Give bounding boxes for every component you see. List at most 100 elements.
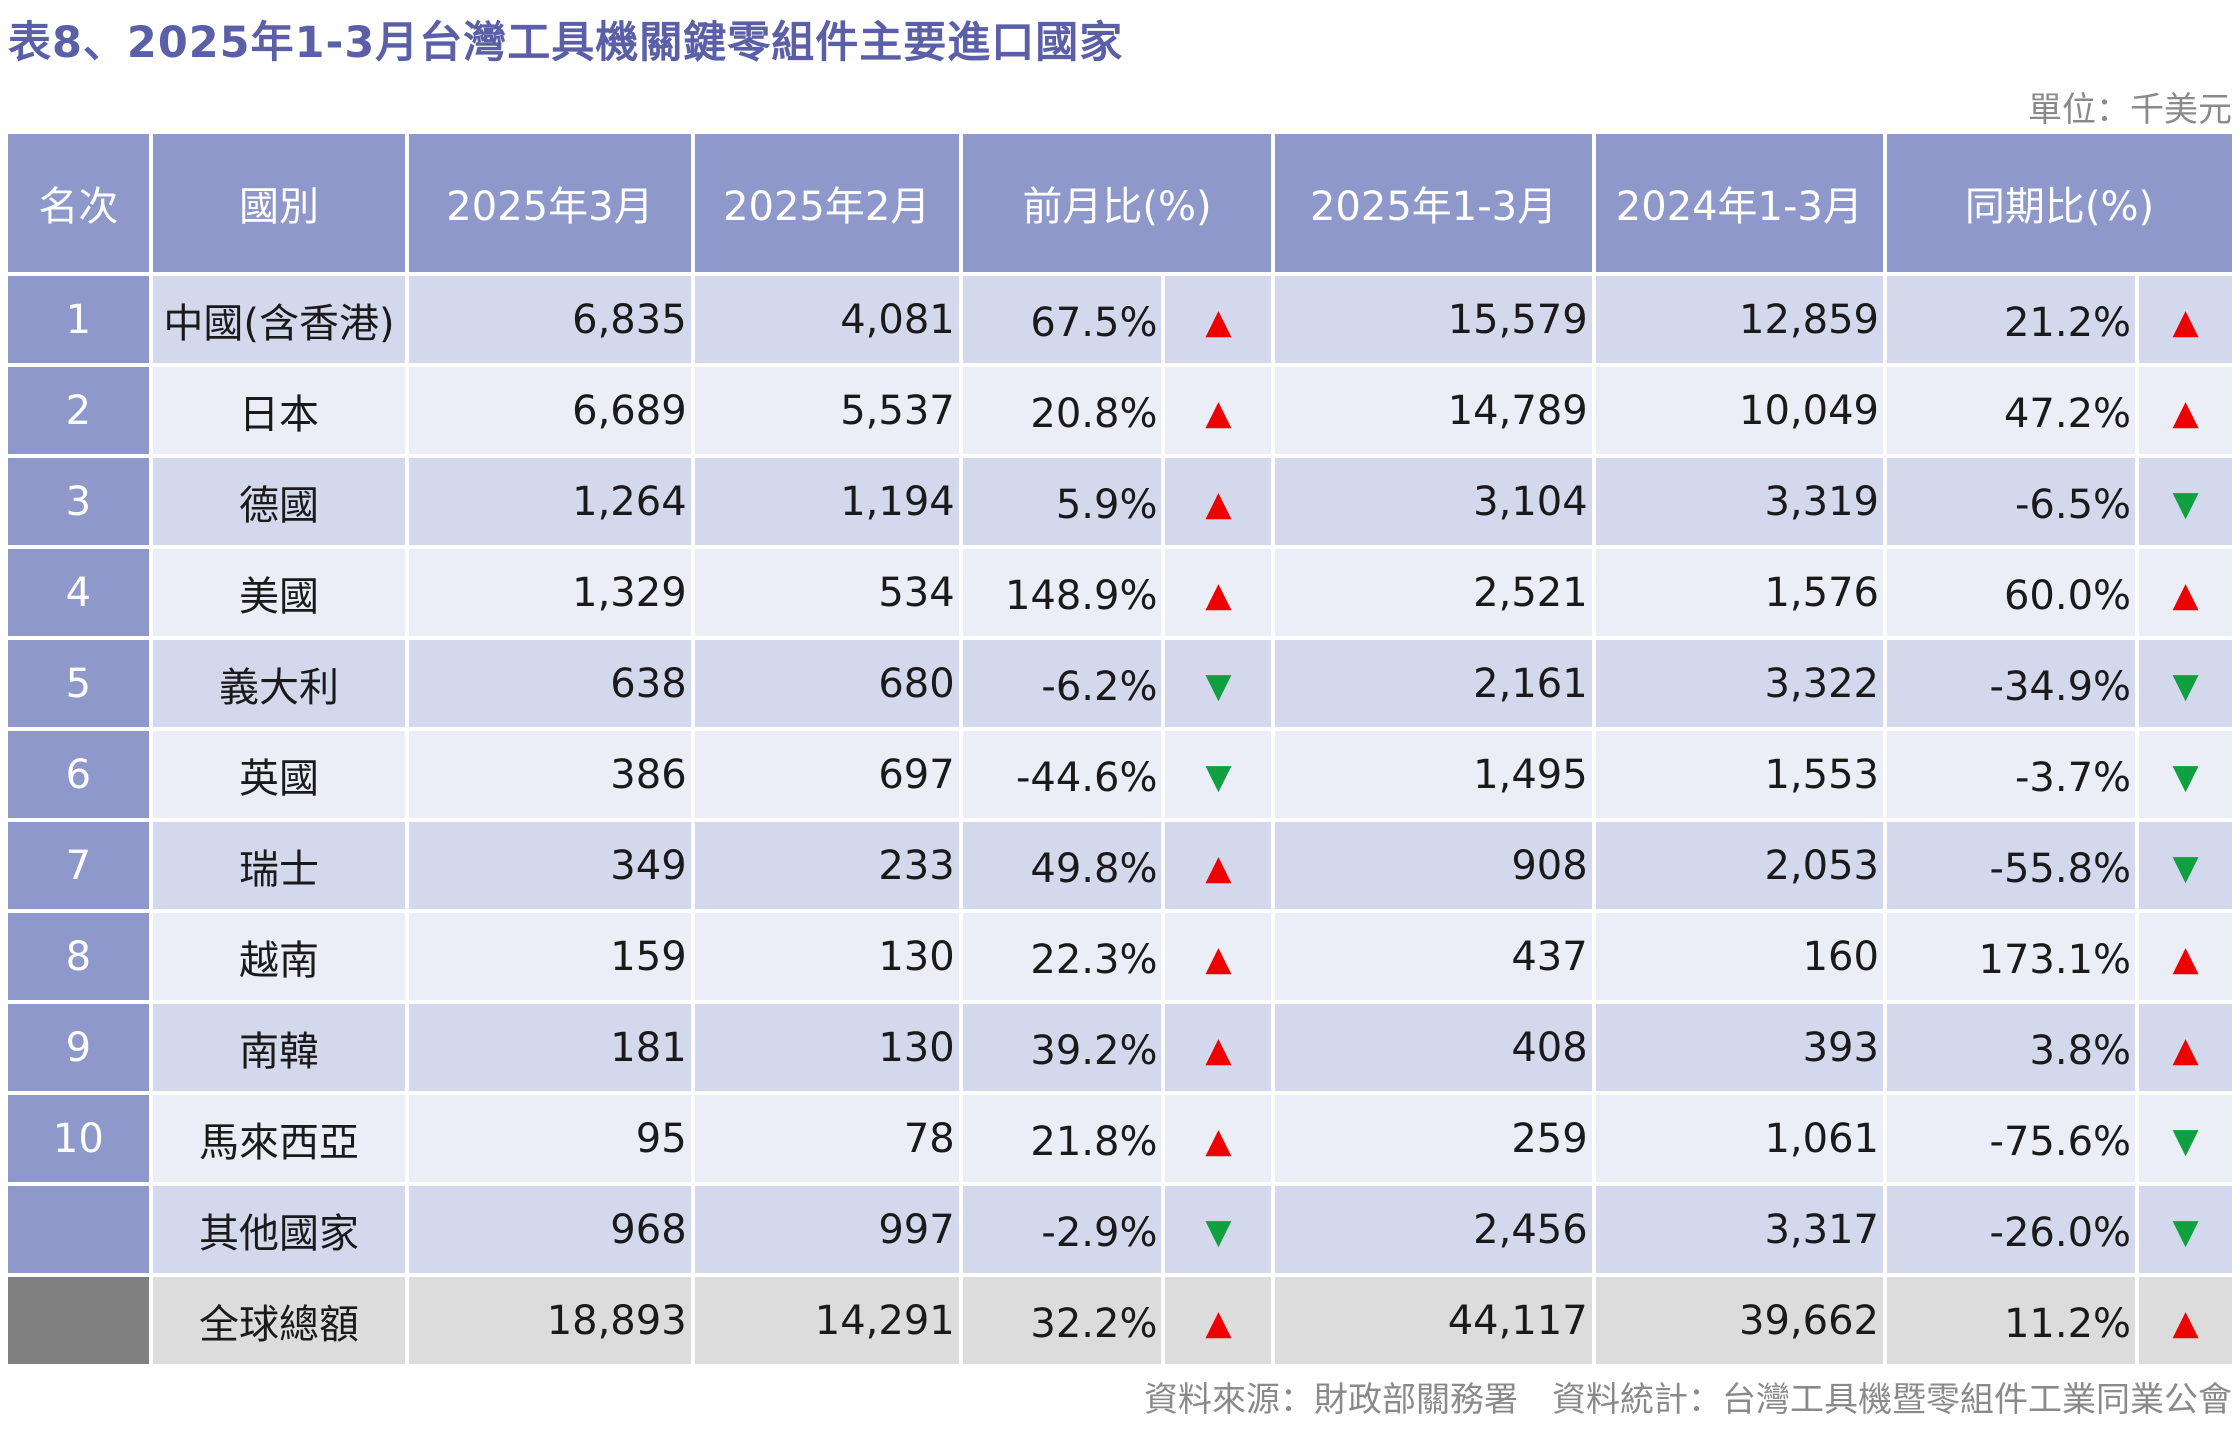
- up-arrow-icon: ▲: [2139, 1277, 2232, 1364]
- cell-yoy: -26.0%: [1886, 1186, 2136, 1273]
- cell-country: 瑞士: [152, 822, 406, 909]
- cell-mar2025: 6,835: [409, 276, 691, 363]
- up-arrow-icon: ▲: [1165, 458, 1272, 545]
- cell-yoy: 60.0%: [1886, 549, 2136, 636]
- cell-mom: 5.9%: [962, 458, 1162, 545]
- cell-rank: 5: [8, 640, 149, 727]
- cell-mom: 21.8%: [962, 1095, 1162, 1182]
- cell-rank: 10: [8, 1095, 149, 1182]
- table-row: 1 中國(含香港) 6,835 4,081 67.5% ▲ 15,579 12,859 21.2…: [8, 276, 2232, 363]
- cell-mar2025: 1,329: [409, 549, 691, 636]
- up-arrow-icon: ▲: [1165, 1004, 1272, 1091]
- table-row: 10 馬來西亞 95 78 21.8% ▲ 259 1,061 -75.6% ▼: [8, 1095, 2232, 1182]
- cell-mar2025: 159: [409, 913, 691, 1000]
- cell-country: 南韓: [152, 1004, 406, 1091]
- cell-rank: 7: [8, 822, 149, 909]
- down-arrow-icon: ▼: [2139, 640, 2232, 727]
- cell-mar2025: 386: [409, 731, 691, 818]
- cell-rank: 4: [8, 549, 149, 636]
- down-arrow-icon: ▼: [2139, 458, 2232, 545]
- cell-q1-2024: 3,319: [1595, 458, 1883, 545]
- cell-country: 日本: [152, 367, 406, 454]
- header-mar2025: 2025年3月: [409, 134, 691, 272]
- cell-q1-2025: 1,495: [1275, 731, 1592, 818]
- cell-feb2025: 130: [694, 1004, 959, 1091]
- cell-q1-2024: 39,662: [1595, 1277, 1883, 1364]
- cell-country: 越南: [152, 913, 406, 1000]
- cell-feb2025: 4,081: [694, 276, 959, 363]
- cell-rank: 1: [8, 276, 149, 363]
- cell-q1-2024: 160: [1595, 913, 1883, 1000]
- cell-yoy: 21.2%: [1886, 276, 2136, 363]
- cell-feb2025: 1,194: [694, 458, 959, 545]
- header-rank: 名次: [8, 134, 149, 272]
- cell-q1-2024: 1,576: [1595, 549, 1883, 636]
- table-row: 2 日本 6,689 5,537 20.8% ▲ 14,789 10,049 47.2% ▲: [8, 367, 2232, 454]
- cell-q1-2024: 1,061: [1595, 1095, 1883, 1182]
- source-note: 資料來源：財政部關務署 資料統計：台灣工具機暨零組件工業同業公會: [1144, 1380, 2232, 1420]
- cell-rank: [8, 1186, 149, 1273]
- cell-q1-2025: 259: [1275, 1095, 1592, 1182]
- up-arrow-icon: ▲: [2139, 549, 2232, 636]
- cell-rank: 6: [8, 731, 149, 818]
- cell-mar2025: 349: [409, 822, 691, 909]
- header-yoy: 同期比(%): [1886, 134, 2232, 272]
- down-arrow-icon: ▼: [2139, 731, 2232, 818]
- down-arrow-icon: ▼: [2139, 1095, 2232, 1182]
- cell-mom: 22.3%: [962, 913, 1162, 1000]
- header-feb2025: 2025年2月: [694, 134, 959, 272]
- down-arrow-icon: ▼: [2139, 1186, 2232, 1273]
- up-arrow-icon: ▲: [1165, 549, 1272, 636]
- cell-mom: 20.8%: [962, 367, 1162, 454]
- cell-q1-2025: 15,579: [1275, 276, 1592, 363]
- cell-mom: 49.8%: [962, 822, 1162, 909]
- cell-country: 全球總額: [152, 1277, 406, 1364]
- cell-country: 其他國家: [152, 1186, 406, 1273]
- table-row: 5 義大利 638 680 -6.2% ▼ 2,161 3,322 -34.9% ▼: [8, 640, 2232, 727]
- cell-q1-2024: 3,317: [1595, 1186, 1883, 1273]
- cell-country: 英國: [152, 731, 406, 818]
- cell-feb2025: 233: [694, 822, 959, 909]
- cell-feb2025: 680: [694, 640, 959, 727]
- cell-q1-2024: 2,053: [1595, 822, 1883, 909]
- cell-feb2025: 697: [694, 731, 959, 818]
- cell-q1-2025: 2,456: [1275, 1186, 1592, 1273]
- up-arrow-icon: ▲: [1165, 367, 1272, 454]
- cell-yoy: 47.2%: [1886, 367, 2136, 454]
- down-arrow-icon: ▼: [2139, 822, 2232, 909]
- cell-yoy: -34.9%: [1886, 640, 2136, 727]
- table-title: 表8、2025年1-3月台灣工具機關鍵零組件主要進口國家: [8, 18, 1124, 68]
- cell-q1-2025: 408: [1275, 1004, 1592, 1091]
- cell-q1-2025: 44,117: [1275, 1277, 1592, 1364]
- cell-mar2025: 968: [409, 1186, 691, 1273]
- down-arrow-icon: ▼: [1165, 731, 1272, 818]
- cell-rank: 2: [8, 367, 149, 454]
- header-row: 名次 國別 2025年3月 2025年2月 前月比(%) 2025年1-3月 2…: [8, 134, 2232, 272]
- table-row: 7 瑞士 349 233 49.8% ▲ 908 2,053 -55.8% ▼: [8, 822, 2232, 909]
- table-row: 其他國家 968 997 -2.9% ▼ 2,456 3,317 -26.0% ▼: [8, 1186, 2232, 1273]
- cell-feb2025: 78: [694, 1095, 959, 1182]
- unit-label: 單位：千美元: [2028, 90, 2232, 130]
- cell-yoy: 173.1%: [1886, 913, 2136, 1000]
- up-arrow-icon: ▲: [2139, 367, 2232, 454]
- cell-mom: 67.5%: [962, 276, 1162, 363]
- cell-mom: -6.2%: [962, 640, 1162, 727]
- cell-q1-2024: 10,049: [1595, 367, 1883, 454]
- up-arrow-icon: ▲: [1165, 276, 1272, 363]
- cell-rank: [8, 1277, 149, 1364]
- cell-mom: -2.9%: [962, 1186, 1162, 1273]
- cell-mar2025: 181: [409, 1004, 691, 1091]
- header-mom: 前月比(%): [962, 134, 1272, 272]
- up-arrow-icon: ▲: [2139, 1004, 2232, 1091]
- cell-q1-2025: 2,521: [1275, 549, 1592, 636]
- table-row: 3 德國 1,264 1,194 5.9% ▲ 3,104 3,319 -6.5% ▼: [8, 458, 2232, 545]
- cell-yoy: -75.6%: [1886, 1095, 2136, 1182]
- cell-mar2025: 18,893: [409, 1277, 691, 1364]
- header-q1-2025: 2025年1-3月: [1275, 134, 1592, 272]
- up-arrow-icon: ▲: [1165, 913, 1272, 1000]
- cell-country: 美國: [152, 549, 406, 636]
- cell-feb2025: 997: [694, 1186, 959, 1273]
- cell-yoy: -6.5%: [1886, 458, 2136, 545]
- cell-q1-2025: 2,161: [1275, 640, 1592, 727]
- up-arrow-icon: ▲: [1165, 1277, 1272, 1364]
